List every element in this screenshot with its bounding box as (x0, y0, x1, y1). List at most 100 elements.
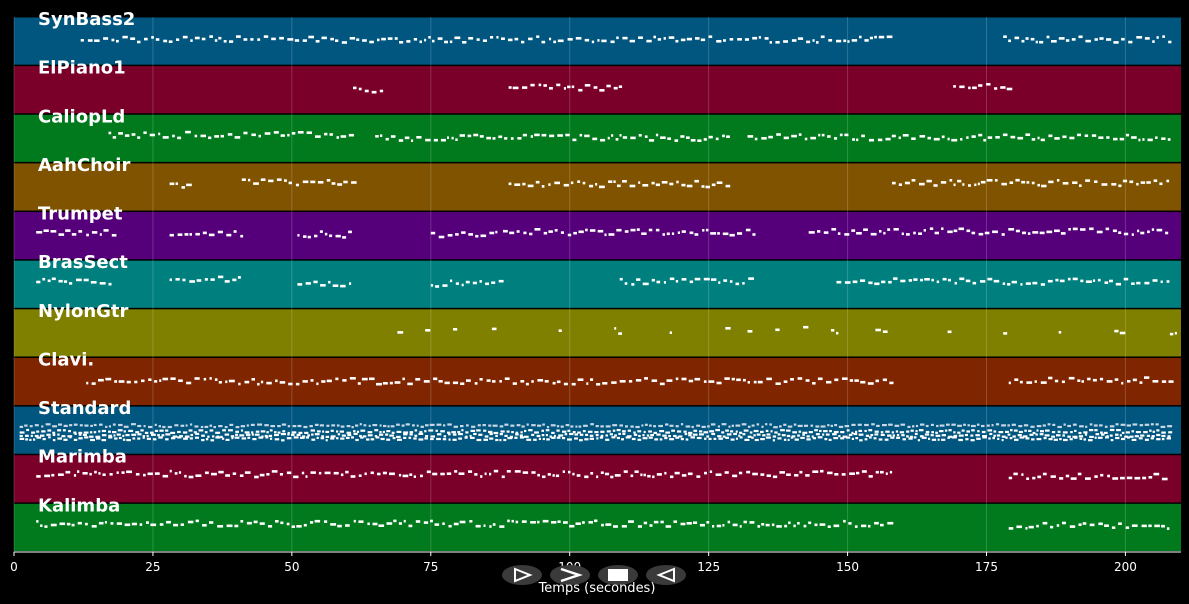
note (314, 234, 318, 238)
note (218, 275, 224, 279)
note (396, 423, 400, 426)
note (1156, 228, 1163, 232)
note (508, 182, 512, 186)
play-button[interactable] (502, 565, 542, 585)
note (295, 183, 299, 187)
note (577, 378, 584, 381)
note (833, 437, 839, 440)
note (577, 180, 581, 183)
note (1126, 476, 1133, 480)
note (414, 434, 418, 437)
note (50, 523, 57, 527)
stop-button[interactable] (598, 565, 638, 585)
note (578, 230, 584, 234)
note (874, 521, 879, 525)
note (619, 277, 623, 281)
note (230, 435, 235, 438)
note (549, 134, 555, 138)
note (405, 423, 410, 426)
note (398, 473, 402, 477)
note (1014, 378, 1019, 381)
note (361, 377, 368, 381)
note (1104, 281, 1109, 284)
note (440, 138, 446, 142)
note (1029, 433, 1034, 436)
note (1034, 380, 1037, 383)
note (1121, 431, 1125, 434)
note (567, 233, 572, 237)
note (1056, 524, 1060, 527)
note (519, 434, 523, 437)
note (126, 380, 131, 384)
note (881, 280, 886, 284)
note (298, 431, 303, 434)
note (1094, 38, 1098, 41)
note (780, 429, 785, 432)
note (542, 519, 549, 523)
fast-forward-button[interactable] (550, 565, 590, 585)
note (1039, 40, 1044, 44)
note (797, 37, 804, 40)
note (625, 436, 631, 439)
note (534, 228, 541, 231)
note (45, 423, 51, 426)
note (974, 183, 977, 187)
note (202, 524, 207, 527)
note (600, 430, 605, 433)
note (460, 425, 464, 428)
note (761, 523, 765, 526)
note (730, 430, 734, 433)
note (94, 470, 97, 474)
note (940, 181, 947, 184)
note (611, 381, 617, 384)
note (482, 39, 487, 42)
note (244, 471, 251, 474)
note (668, 435, 671, 438)
note (624, 230, 629, 233)
note (1089, 435, 1094, 438)
note (589, 184, 594, 188)
note (721, 431, 725, 434)
note (799, 470, 803, 474)
note (683, 430, 687, 433)
note (1032, 231, 1039, 234)
note (1125, 133, 1130, 137)
note (321, 435, 324, 438)
note (183, 437, 188, 440)
note (535, 180, 540, 184)
x-tick-label: 25 (145, 560, 160, 574)
note (1043, 437, 1047, 440)
note (606, 84, 611, 88)
note (643, 473, 646, 477)
rewind-button[interactable] (646, 565, 686, 585)
note (1094, 429, 1098, 432)
note (186, 183, 192, 187)
note (933, 137, 940, 141)
note (221, 437, 225, 440)
note (1134, 435, 1139, 438)
note (648, 228, 653, 232)
note (843, 519, 846, 523)
note (874, 433, 879, 436)
note (636, 278, 641, 281)
note (772, 475, 778, 479)
note (893, 277, 898, 280)
note (962, 183, 965, 186)
note (829, 430, 832, 433)
note (637, 525, 642, 528)
note (1048, 376, 1053, 380)
note (139, 523, 143, 526)
track-lane-brassect (14, 260, 1181, 308)
note (379, 431, 382, 434)
note (330, 37, 334, 41)
note (585, 433, 589, 436)
note (343, 180, 348, 184)
note (453, 328, 458, 331)
note (701, 185, 705, 188)
note (1012, 435, 1016, 438)
note (165, 438, 169, 441)
note (125, 434, 130, 437)
note (543, 231, 548, 235)
note (794, 474, 799, 477)
note (448, 438, 451, 441)
